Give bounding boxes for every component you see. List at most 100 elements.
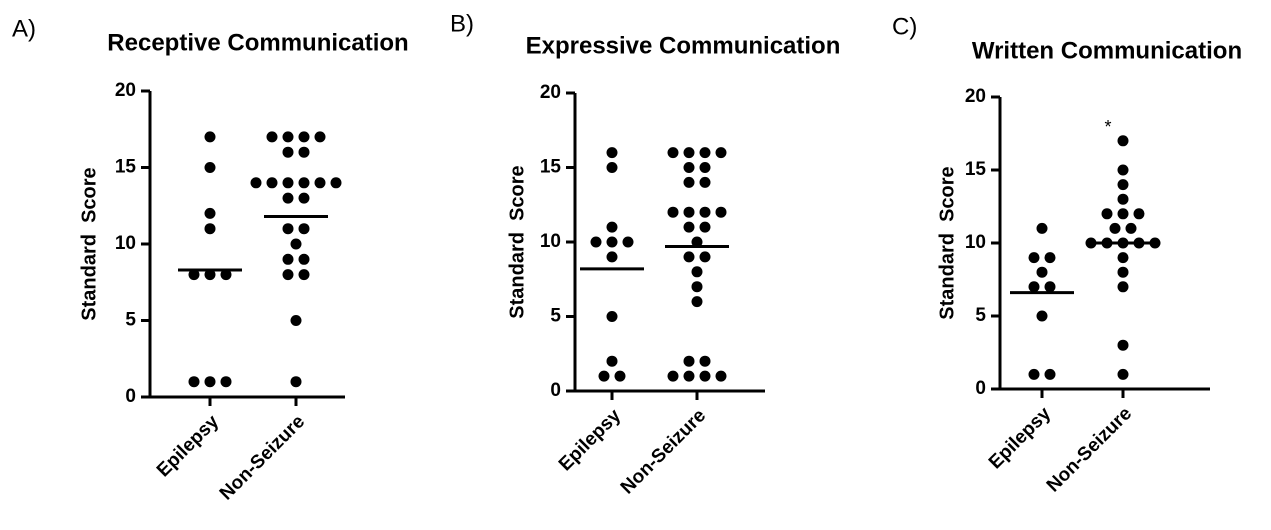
data-point	[715, 370, 727, 382]
x-tick-label: Epilepsy	[153, 411, 223, 481]
data-point	[606, 355, 618, 367]
data-point	[622, 236, 634, 248]
y-tick-label: 5	[550, 306, 561, 327]
data-point	[266, 131, 278, 143]
data-point	[282, 269, 294, 281]
y-axis-label: Standard Score	[506, 165, 528, 318]
data-point	[290, 376, 302, 388]
data-point	[204, 269, 216, 281]
data-point	[298, 146, 310, 158]
panel-label: B)	[450, 10, 474, 37]
y-tick-label: 15	[965, 159, 987, 180]
data-point	[606, 236, 618, 248]
data-point	[282, 192, 294, 204]
data-point	[282, 131, 294, 143]
data-point	[606, 162, 618, 173]
x-tick-label: Non-Seizure	[216, 411, 309, 504]
x-tick-label: Non-Seizure	[617, 405, 710, 498]
data-point	[1036, 310, 1048, 322]
data-point	[683, 147, 695, 159]
data-point	[282, 223, 294, 235]
data-point	[282, 177, 294, 189]
data-point	[1117, 266, 1129, 278]
data-point	[314, 131, 326, 143]
data-point	[1125, 222, 1137, 234]
y-tick-label: 5	[125, 310, 136, 331]
data-point	[606, 221, 618, 233]
data-point	[1117, 164, 1129, 176]
data-point	[1044, 252, 1056, 264]
data-point	[298, 269, 310, 281]
data-point	[667, 370, 679, 382]
chart-title: Receptive Communication	[107, 29, 408, 56]
y-tick-label: 20	[115, 80, 136, 101]
data-point	[715, 147, 727, 159]
data-point	[699, 221, 711, 233]
data-point	[683, 370, 695, 382]
data-point	[691, 281, 703, 293]
data-point	[1117, 179, 1129, 191]
data-point	[699, 176, 711, 188]
data-point	[204, 207, 216, 219]
data-point	[188, 376, 200, 388]
data-point	[699, 206, 711, 218]
y-tick-label: 15	[540, 157, 562, 178]
data-point	[606, 147, 618, 159]
y-tick-label: 0	[975, 378, 986, 399]
data-point	[1133, 208, 1145, 220]
data-point	[699, 355, 711, 367]
panel: B) Expressive Communication Standard Score…	[450, 10, 840, 498]
data-point	[220, 376, 232, 388]
x-tick-label: Non-Seizure	[1043, 403, 1136, 496]
data-point	[683, 221, 695, 233]
data-point	[606, 251, 618, 263]
data-point	[1117, 281, 1129, 293]
data-point	[1109, 222, 1121, 234]
data-point	[188, 269, 200, 281]
data-point	[691, 266, 703, 278]
y-axis-label: Standard Score	[78, 167, 100, 320]
data-point	[699, 147, 711, 159]
data-point	[1117, 252, 1129, 264]
data-point	[290, 238, 302, 250]
data-point	[282, 253, 294, 265]
data-point	[667, 206, 679, 218]
y-tick-label: 10	[115, 233, 136, 254]
data-point	[298, 253, 310, 265]
data-point	[1117, 193, 1129, 205]
chart-title: Written Communication	[972, 37, 1242, 64]
data-point	[330, 177, 342, 189]
data-point	[699, 370, 711, 382]
data-point	[614, 370, 626, 382]
y-tick-label: 0	[550, 380, 561, 401]
data-point	[683, 176, 695, 188]
data-point	[715, 206, 727, 218]
data-point	[683, 251, 695, 263]
data-point	[204, 131, 216, 143]
data-point	[298, 177, 310, 189]
data-point	[298, 223, 310, 235]
data-point	[1117, 339, 1129, 351]
data-point	[590, 236, 602, 248]
data-point	[1044, 281, 1056, 293]
y-tick-label: 10	[965, 232, 986, 253]
x-tick-label: Epilepsy	[985, 403, 1055, 473]
x-tick-label: Epilepsy	[555, 405, 625, 475]
data-point	[683, 162, 695, 173]
data-point	[204, 223, 216, 235]
panel: A) Receptive Communication Standard Score 0…	[12, 15, 409, 504]
data-point	[1117, 135, 1129, 147]
y-tick-label: 20	[540, 82, 561, 103]
y-tick-label: 5	[975, 305, 986, 326]
annotation: *	[1104, 117, 1111, 137]
y-tick-label: 20	[965, 86, 986, 107]
data-point	[1036, 266, 1048, 278]
data-point	[1117, 368, 1129, 380]
data-point	[683, 355, 695, 367]
data-point	[220, 269, 232, 281]
panel-label: A)	[12, 15, 36, 42]
data-point	[683, 206, 695, 218]
chart-title: Expressive Communication	[526, 32, 841, 59]
data-point	[1036, 222, 1048, 234]
